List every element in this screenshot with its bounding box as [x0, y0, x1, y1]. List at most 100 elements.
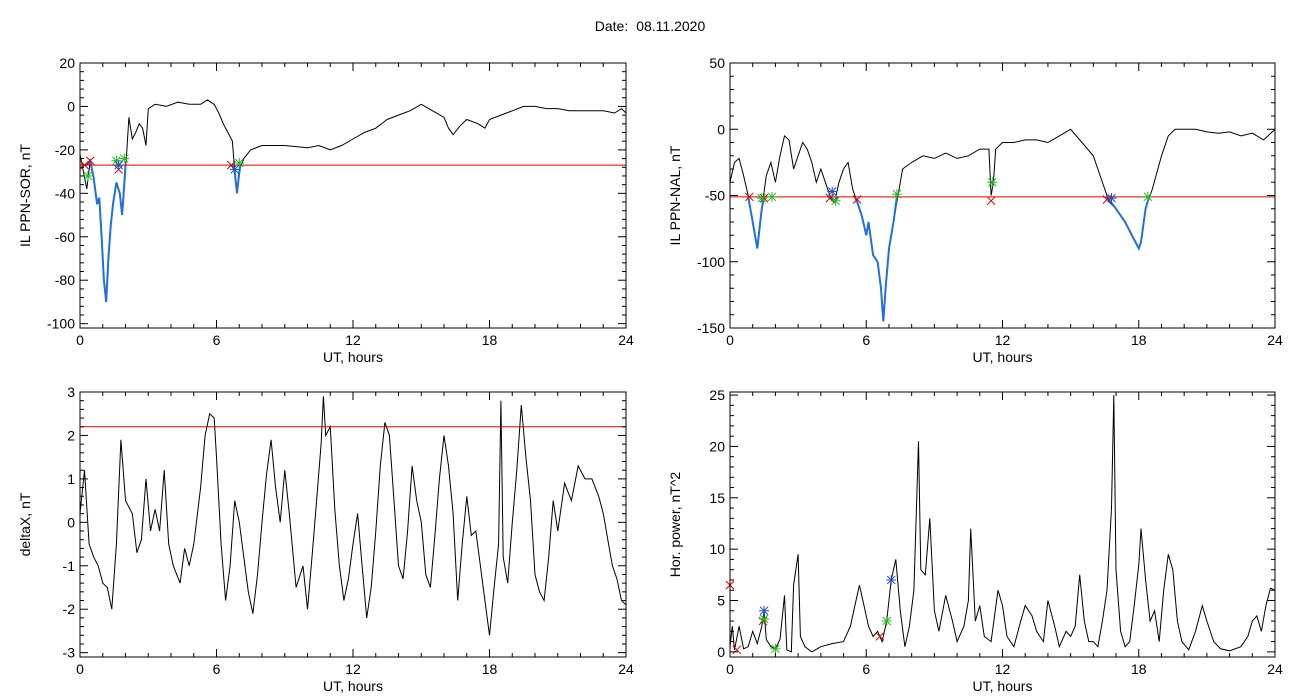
- y-axis-label: IL PPN-SOR, nT: [17, 144, 33, 247]
- y-tick-label: -60: [55, 229, 75, 245]
- start-marker: [852, 195, 862, 204]
- end-marker: [756, 193, 767, 204]
- y-axis-label: Hor. power, nT^2: [667, 472, 683, 578]
- y-tick-label: -40: [55, 185, 75, 201]
- panel-horizontal-power: 0 6 12 18 24 0 5 10 15 20 25 UT, hours Hor. power, n…: [667, 387, 1283, 694]
- y-tick-label: -20: [55, 142, 75, 158]
- start-marker: [732, 645, 742, 655]
- x-tick-label: 0: [726, 332, 734, 348]
- marker-stroke: [758, 616, 768, 626]
- y-axis-label: IL PPN-NAL, nT: [667, 145, 683, 245]
- x-tick-label: 12: [995, 661, 1011, 677]
- y-tick-label: -100: [697, 254, 725, 270]
- peak-marker: [827, 186, 838, 197]
- peak-marker: [759, 605, 770, 616]
- page-title: Date: 08.11.2020: [0, 18, 1300, 34]
- data-trace: [730, 128, 1275, 322]
- y-tick-label: 5: [717, 593, 725, 609]
- peak-marker: [1106, 193, 1117, 204]
- y-axis-label: deltaX, nT: [17, 492, 33, 556]
- marker-stroke: [85, 156, 95, 166]
- x-tick-label: 24: [618, 661, 634, 677]
- marker-stroke: [875, 632, 885, 641]
- marker-stroke: [852, 195, 862, 204]
- start-marker: [758, 616, 768, 626]
- x-axis-label: UT, hours: [973, 678, 1033, 694]
- end-marker: [987, 177, 998, 188]
- y-tick-label: 0: [67, 514, 75, 530]
- x-axis-label: UT, hours: [323, 678, 383, 694]
- end-marker: [881, 616, 892, 627]
- end-marker: [767, 191, 778, 202]
- x-tick-label: 18: [1131, 332, 1147, 348]
- x-tick-label: 0: [76, 332, 84, 348]
- y-tick-label: -50: [705, 188, 725, 204]
- start-marker: [226, 160, 236, 170]
- y-tick-label: 25: [709, 387, 725, 403]
- start-marker: [875, 632, 885, 641]
- start-marker: [986, 196, 996, 206]
- x-tick-label: 12: [995, 332, 1011, 348]
- date-value: 08.11.2020: [636, 18, 706, 34]
- highlight-segment: [1106, 196, 1150, 252]
- start-marker: [744, 192, 754, 202]
- end-marker: [770, 643, 781, 654]
- data-trace: [80, 99, 626, 302]
- end-marker: [234, 157, 245, 168]
- x-axis-label: UT, hours: [323, 349, 383, 365]
- end-marker: [830, 195, 841, 206]
- peak-marker: [886, 574, 897, 585]
- highlight-segment: [86, 158, 127, 303]
- panel-il-ppn-nal: 0 6 12 18 24 50 0 -50 -100 -150 UT, hours IL PPN-NA…: [667, 55, 1283, 365]
- y-tick-label: 2: [67, 427, 75, 443]
- y-tick-label: 50: [709, 55, 725, 71]
- plot-frame: [729, 62, 1276, 329]
- highlight-segment: [853, 196, 898, 322]
- x-tick-label: 18: [482, 661, 498, 677]
- y-tick-label: -2: [63, 601, 76, 617]
- marker-stroke: [732, 645, 742, 655]
- x-axis-label: UT, hours: [973, 349, 1033, 365]
- x-tick-label: 6: [213, 661, 221, 677]
- x-tick-label: 24: [1267, 661, 1283, 677]
- peak-marker: [113, 160, 124, 171]
- end-marker: [82, 170, 93, 181]
- y-tick-label: 20: [709, 438, 725, 454]
- x-tick-label: 6: [213, 332, 221, 348]
- data-trace: [730, 395, 1275, 653]
- y-tick-label: 20: [59, 55, 75, 71]
- y-tick-label: 15: [709, 490, 725, 506]
- end-marker: [759, 613, 770, 624]
- x-tick-label: 0: [76, 661, 84, 677]
- date-label: Date:: [594, 18, 629, 34]
- plot-frame: [79, 62, 627, 329]
- x-tick-label: 0: [726, 661, 734, 677]
- x-tick-label: 24: [618, 332, 634, 348]
- start-marker: [85, 156, 95, 166]
- data-trace: [80, 396, 626, 636]
- y-tick-label: 0: [717, 644, 725, 660]
- y-tick-label: -3: [63, 645, 76, 661]
- x-tick-label: 24: [1267, 332, 1283, 348]
- panel-il-ppn-sor: 0 6 12 18 24 20 0 -20 -40 -60 -80 -100 UT, hours IL P…: [17, 55, 634, 365]
- end-marker: [1142, 191, 1153, 202]
- panel-deltax: 0 6 12 18 24 3 2 1 0 -1 -2 -3 UT, hours deltaX, nT: [17, 384, 634, 694]
- y-tick-label: 0: [67, 98, 75, 114]
- plot-frame: [79, 391, 627, 658]
- y-tick-label: 1: [67, 471, 75, 487]
- end-marker: [119, 153, 130, 164]
- y-tick-label: 10: [709, 541, 725, 557]
- y-tick-label: -150: [697, 320, 725, 336]
- y-tick-label: -80: [55, 272, 75, 288]
- marker-stroke: [226, 160, 236, 170]
- x-tick-label: 12: [345, 332, 361, 348]
- x-tick-label: 6: [862, 661, 870, 677]
- highlight-segment: [747, 196, 766, 249]
- marker-stroke: [986, 196, 996, 206]
- x-tick-label: 6: [862, 332, 870, 348]
- marker-stroke: [744, 192, 754, 202]
- y-tick-label: 3: [67, 384, 75, 400]
- x-tick-label: 18: [482, 332, 498, 348]
- end-marker: [891, 189, 902, 200]
